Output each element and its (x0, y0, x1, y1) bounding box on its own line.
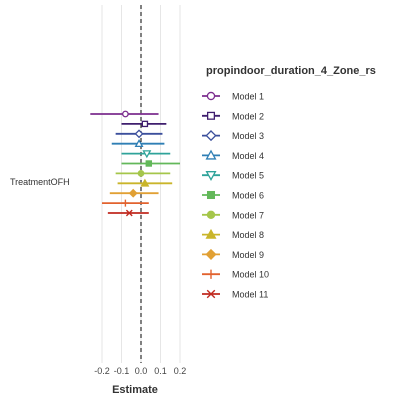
point-model-4 (134, 139, 144, 148)
legend-item-model-6: Model 6 (202, 191, 264, 201)
legend-key-marker (205, 171, 217, 181)
point-model-3 (134, 129, 144, 139)
legend-key-marker (206, 190, 216, 200)
x-axis-title: Estimate (112, 384, 158, 396)
legend-key-marker (206, 289, 216, 299)
point-model-1 (122, 110, 129, 118)
legend-item-model-10: Model 10 (202, 269, 269, 280)
legend-item-model-5: Model 5 (202, 171, 264, 181)
x-tick-label-3: 0.1 (154, 366, 167, 376)
legend-label: Model 6 (232, 191, 264, 201)
legend-key-marker (206, 210, 216, 220)
legend-item-model-11: Model 11 (202, 290, 268, 300)
point-estimates (121, 110, 153, 217)
legend-key-marker (205, 248, 217, 260)
legend-label: Model 4 (232, 151, 264, 161)
legend-label: Model 3 (232, 131, 264, 141)
point-model-8 (140, 178, 150, 187)
legend-label: Model 7 (232, 210, 264, 220)
x-axis-ticks: -0.2 -0.1 0.0 0.1 0.2 (94, 366, 186, 376)
legend-key-marker (205, 149, 217, 160)
legend-label: Model 8 (232, 230, 264, 240)
y-axis-term-label: TreatmentOFH (10, 177, 70, 187)
point-model-5 (142, 150, 152, 159)
legend-title: propindoor_duration_4_Zone_rs (206, 65, 376, 77)
x-tick-label-4: 0.2 (174, 366, 187, 376)
x-tick-label-1: -0.1 (114, 366, 130, 376)
legend-item-model-1: Model 1 (202, 92, 264, 102)
legend-item-model-7: Model 7 (202, 210, 264, 220)
legend-key-marker (206, 111, 216, 120)
legend-label: Model 11 (232, 290, 268, 300)
legend-label: Model 1 (232, 92, 264, 102)
x-tick-label-0: -0.2 (94, 366, 110, 376)
legend-label: Model 10 (232, 270, 269, 280)
legend-label: Model 5 (232, 171, 264, 181)
point-model-11 (125, 209, 133, 217)
legend-label: Model 9 (232, 250, 264, 260)
legend-item-model-8: Model 8 (202, 228, 264, 240)
legend: Model 1 Model 2 Model 3 Model 4 Model 5 Model… (202, 92, 269, 300)
legend-item-model-2: Model 2 (202, 111, 264, 121)
point-model-2 (141, 120, 149, 128)
legend-key-marker (205, 130, 217, 142)
legend-item-model-3: Model 3 (202, 130, 264, 142)
x-tick-label-2: 0.0 (135, 366, 148, 376)
point-model-6 (145, 160, 153, 167)
legend-label: Model 2 (232, 111, 264, 121)
legend-item-model-9: Model 9 (202, 248, 264, 260)
error-bars (90, 113, 180, 214)
legend-key-marker (206, 269, 216, 279)
legend-item-model-4: Model 4 (202, 149, 264, 161)
point-model-9 (128, 188, 138, 198)
point-model-7 (137, 170, 145, 177)
legend-key-marker (206, 91, 216, 101)
point-model-10 (121, 199, 129, 207)
legend-key-marker (205, 228, 217, 239)
